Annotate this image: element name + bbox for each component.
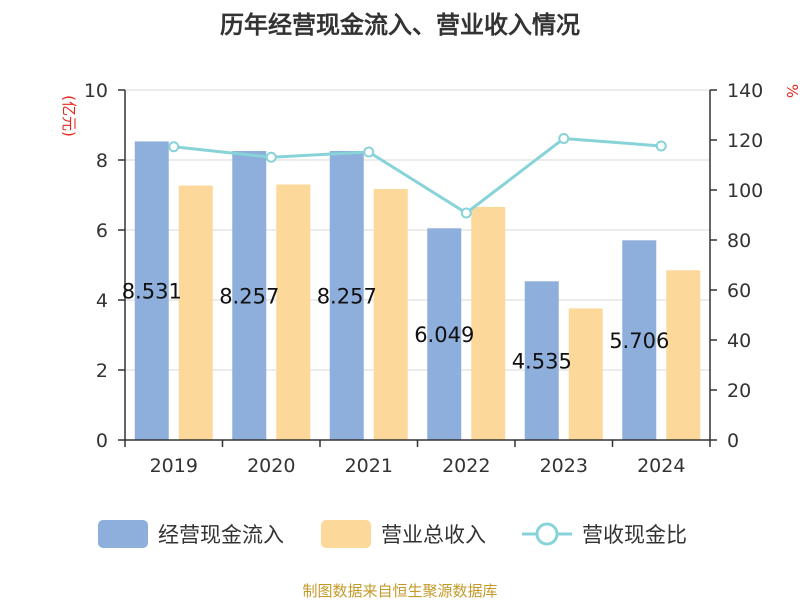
x-axis-label-2020: 2020 bbox=[247, 455, 295, 477]
bar-cash-inflow-2021[interactable] bbox=[329, 151, 364, 440]
ratio-point-2024[interactable] bbox=[655, 140, 667, 152]
data-label-cash-inflow-2019: 8.531 bbox=[122, 280, 182, 304]
x-axis-label-2019: 2019 bbox=[150, 455, 198, 477]
bars bbox=[134, 141, 701, 441]
legend-swatch-cash-inflow bbox=[98, 520, 148, 548]
right-axis-tick-label: 140 bbox=[727, 80, 763, 102]
x-axis-label-2022: 2022 bbox=[442, 455, 490, 477]
legend-label-ratio: 营收现金比 bbox=[582, 523, 687, 547]
right-axis-tick-label: 100 bbox=[727, 180, 763, 202]
x-axis-label-2021: 2021 bbox=[345, 455, 393, 477]
data-label-cash-inflow-2020: 8.257 bbox=[219, 285, 279, 309]
left-axis-tick-label: 2 bbox=[96, 360, 108, 382]
left-axis-tick-label: 6 bbox=[96, 220, 108, 242]
legend-item-cash-inflow[interactable]: 经营现金流入 bbox=[98, 520, 284, 548]
legend-swatch-revenue bbox=[321, 520, 371, 548]
left-axis-tick-label: 0 bbox=[96, 430, 108, 452]
bar-revenue-2023[interactable] bbox=[568, 308, 603, 440]
data-label-cash-inflow-2022: 6.049 bbox=[414, 323, 474, 347]
left-axis-unit: (亿元) bbox=[60, 95, 78, 137]
left-axis-tick-label: 10 bbox=[84, 80, 108, 102]
ratio-point-2020[interactable] bbox=[265, 151, 277, 163]
bar-cash-inflow-2020[interactable] bbox=[232, 151, 267, 440]
legend-item-revenue[interactable]: 营业总收入 bbox=[321, 520, 486, 548]
right-axis-tick-label: 40 bbox=[727, 330, 751, 352]
left-axis-tick-label: 8 bbox=[96, 150, 108, 172]
right-axis-tick-label: 20 bbox=[727, 380, 751, 402]
legend-label-revenue: 营业总收入 bbox=[381, 523, 486, 547]
bar-cash-inflow-2022[interactable] bbox=[427, 228, 462, 440]
bar-cash-inflow-2023[interactable] bbox=[524, 281, 559, 440]
bar-cash-inflow-2019[interactable] bbox=[134, 141, 169, 441]
data-label-cash-inflow-2024: 5.706 bbox=[609, 329, 669, 353]
ratio-point-2022[interactable] bbox=[460, 207, 472, 219]
legend: 经营现金流入 营业总收入 营收现金比 bbox=[98, 520, 687, 548]
data-label-cash-inflow-2021: 8.257 bbox=[317, 285, 377, 309]
x-axis-label-2024: 2024 bbox=[637, 455, 685, 477]
source-note: 制图数据来自恒生聚源数据库 bbox=[302, 582, 497, 600]
ratio-point-2023[interactable] bbox=[558, 133, 570, 144]
right-axis-tick-label: 0 bbox=[727, 430, 739, 452]
legend-label-cash-inflow: 经营现金流入 bbox=[158, 523, 284, 547]
x-axis-label-2023: 2023 bbox=[540, 455, 588, 477]
ratio-point-2019[interactable] bbox=[168, 141, 180, 153]
legend-marker-ratio bbox=[535, 522, 559, 546]
grid bbox=[125, 89, 710, 371]
right-axis-unit: % bbox=[783, 84, 800, 98]
right-axis-tick-label: 80 bbox=[727, 230, 751, 252]
data-label-cash-inflow-2023: 4.535 bbox=[512, 350, 572, 374]
bar-revenue-2021[interactable] bbox=[373, 189, 408, 440]
left-axis-tick-label: 4 bbox=[96, 290, 108, 312]
right-axis-tick-label: 60 bbox=[727, 280, 751, 302]
ratio-point-2021[interactable] bbox=[363, 146, 375, 158]
bar-cash-inflow-2024[interactable] bbox=[622, 240, 657, 440]
ratio-line bbox=[168, 133, 667, 219]
data-labels: 8.531 8.257 8.257 6.049 4.535 5.706 bbox=[122, 280, 670, 374]
bar-revenue-2019[interactable] bbox=[178, 185, 213, 440]
legend-item-ratio[interactable]: 营收现金比 bbox=[522, 522, 687, 547]
bar-revenue-2022[interactable] bbox=[471, 206, 506, 440]
bar-revenue-2024[interactable] bbox=[666, 270, 701, 440]
right-axis-tick-label: 120 bbox=[727, 130, 763, 152]
chart-title: 历年经营现金流入、营业收入情况 bbox=[220, 11, 580, 39]
bar-revenue-2020[interactable] bbox=[276, 184, 311, 441]
ratio-line-path bbox=[173, 136, 662, 215]
